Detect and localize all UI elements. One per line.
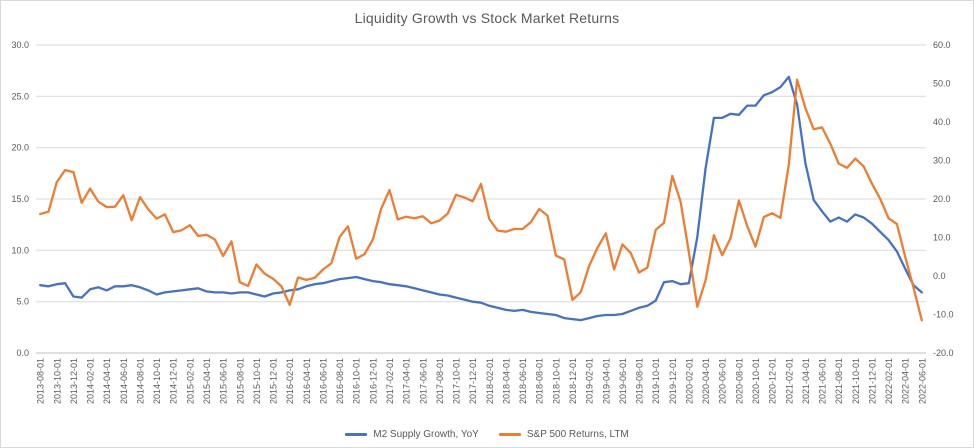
- legend-label-m2: M2 Supply Growth, YoY: [373, 429, 479, 440]
- x-axis-tick-label: 2021-06-01: [818, 358, 828, 404]
- x-axis-tick-label: 2013-08-01: [36, 358, 46, 404]
- right-axis-tick-label: 60.0: [933, 40, 951, 50]
- x-axis-tick-label: 2018-12-01: [568, 358, 578, 404]
- x-axis-tick-label: 2020-12-01: [768, 358, 778, 404]
- left-axis-tick-label: 30.0: [11, 40, 29, 50]
- x-axis-tick-label: 2016-08-01: [335, 358, 345, 404]
- x-axis-tick-label: 2018-08-01: [535, 358, 545, 404]
- right-axis-tick-label: 20.0: [933, 194, 951, 204]
- left-axis-tick-label: 10.0: [11, 245, 29, 255]
- x-axis-tick-label: 2019-06-01: [618, 358, 628, 404]
- x-axis-tick-label: 2014-06-01: [119, 358, 129, 404]
- m2-supply-growth-line: [39, 75, 923, 322]
- left-axis-tick-label: 5.0: [16, 297, 29, 307]
- sp500-line-swatch: [498, 433, 521, 436]
- x-axis-tick-label: 2019-04-01: [601, 358, 611, 404]
- x-axis-tick-label: 2020-06-01: [718, 358, 728, 404]
- x-axis-tick-label: 2014-10-01: [152, 358, 162, 404]
- legend-item-sp500: S&P 500 Returns, LTM: [498, 429, 629, 440]
- legend-label-sp500: S&P 500 Returns, LTM: [526, 429, 629, 440]
- x-axis-tick-label: 2019-12-01: [668, 358, 678, 404]
- x-axis-tick-label: 2021-02-01: [784, 358, 794, 404]
- x-axis-tick-label: 2021-08-01: [834, 358, 844, 404]
- x-axis-tick-label: 2020-08-01: [734, 358, 744, 404]
- sp500-returns-line: [39, 78, 923, 322]
- right-axis-tick-label: 50.0: [933, 79, 951, 89]
- legend-item-m2: M2 Supply Growth, YoY: [345, 429, 479, 440]
- right-axis-tick-label: 10.0: [933, 233, 951, 243]
- legend: M2 Supply Growth, YoY S&P 500 Returns, L…: [1, 429, 973, 440]
- left-axis-tick-label: 0.0: [16, 348, 29, 358]
- x-axis-tick-label: 2022-02-01: [884, 358, 894, 404]
- m2-line-swatch: [345, 433, 368, 436]
- right-axis-tick-label: -20.0: [933, 348, 954, 358]
- x-axis-tick-label: 2015-12-01: [269, 358, 279, 404]
- x-axis-tick-label: 2013-10-01: [52, 358, 62, 404]
- x-axis-tick-label: 2015-04-01: [202, 358, 212, 404]
- x-axis-tick-label: 2019-10-01: [651, 358, 661, 404]
- x-axis-tick-label: 2021-10-01: [851, 358, 861, 404]
- x-axis-tick-label: 2018-02-01: [485, 358, 495, 404]
- x-axis-tick-label: 2018-10-01: [551, 358, 561, 404]
- x-axis-tick-label: 2016-02-01: [285, 358, 295, 404]
- x-axis-tick-label: 2013-12-01: [69, 358, 79, 404]
- left-axis-tick-label: 20.0: [11, 143, 29, 153]
- x-axis-tick-label: 2017-02-01: [385, 358, 395, 404]
- x-axis-tick-label: 2019-02-01: [585, 358, 595, 404]
- x-axis-tick-label: 2021-12-01: [867, 358, 877, 404]
- right-axis-tick-label: 40.0: [933, 117, 951, 127]
- x-axis-tick-label: 2015-10-01: [252, 358, 262, 404]
- x-axis-tick-label: 2018-04-01: [502, 358, 512, 404]
- x-axis-tick-label: 2016-12-01: [368, 358, 378, 404]
- x-axis-tick-label: 2017-12-01: [468, 358, 478, 404]
- x-axis-tick-label: 2022-06-01: [917, 358, 927, 404]
- x-axis-tick-label: 2014-08-01: [136, 358, 146, 404]
- right-axis-tick-label: 0.0: [933, 271, 946, 281]
- x-axis-tick-label: 2016-04-01: [302, 358, 312, 404]
- left-axis-tick-label: 25.0: [11, 91, 29, 101]
- x-axis-tick-label: 2015-08-01: [235, 358, 245, 404]
- x-axis-tick-label: 2017-10-01: [452, 358, 462, 404]
- x-axis-tick-label: 2020-02-01: [684, 358, 694, 404]
- x-axis-tick-label: 2015-06-01: [219, 358, 229, 404]
- x-axis-tick-label: 2015-02-01: [185, 358, 195, 404]
- x-axis-tick-label: 2017-06-01: [418, 358, 428, 404]
- left-axis-tick-label: 15.0: [11, 194, 29, 204]
- x-axis-tick-label: 2014-12-01: [169, 358, 179, 404]
- x-axis-tick-label: 2017-08-01: [435, 358, 445, 404]
- x-axis-tick-label: 2016-06-01: [319, 358, 329, 404]
- x-axis-tick-label: 2018-06-01: [518, 358, 528, 404]
- x-axis-tick-label: 2021-04-01: [801, 358, 811, 404]
- right-axis-tick-label: 30.0: [933, 156, 951, 166]
- x-axis-tick-label: 2020-04-01: [701, 358, 711, 404]
- x-axis-tick-label: 2014-02-01: [86, 358, 96, 404]
- x-axis-tick-label: 2016-10-01: [352, 358, 362, 404]
- x-axis-tick-label: 2017-04-01: [402, 358, 412, 404]
- x-axis-tick-label: 2022-04-01: [901, 358, 911, 404]
- x-axis-tick-label: 2020-10-01: [751, 358, 761, 404]
- x-axis-tick-label: 2014-04-01: [102, 358, 112, 404]
- x-axis-tick-label: 2019-08-01: [635, 358, 645, 404]
- chart-title: Liquidity Growth vs Stock Market Returns: [354, 10, 620, 26]
- right-axis-tick-label: -10.0: [933, 310, 954, 320]
